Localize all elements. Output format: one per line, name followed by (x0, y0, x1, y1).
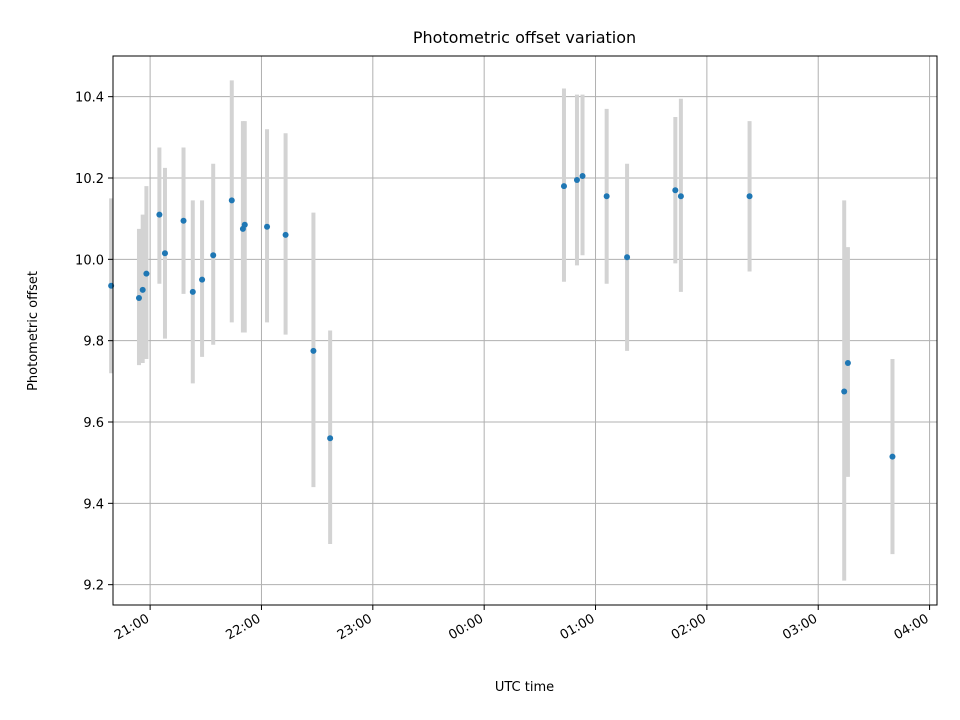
y-tick-label: 9.8 (83, 335, 104, 350)
data-point (228, 197, 235, 204)
data-point (746, 193, 753, 200)
data-point (603, 193, 610, 200)
data-point (844, 360, 851, 367)
y-tick-label: 10.0 (75, 253, 104, 268)
chart-title: Photometric offset variation (413, 28, 636, 47)
data-point (310, 347, 317, 354)
data-point (672, 187, 679, 194)
data-point (560, 183, 567, 190)
data-point (143, 270, 150, 277)
y-axis-ticks: 9.2 9.4 9.6 9.8 10.0 10.2 10.4 (75, 91, 113, 594)
data-point (841, 388, 848, 395)
y-tick-label: 9.2 (83, 579, 104, 594)
y-tick-label: 10.2 (75, 172, 104, 187)
data-point (210, 252, 217, 259)
data-point (199, 276, 206, 283)
data-point (156, 211, 163, 218)
y-tick-label: 9.4 (83, 497, 104, 512)
data-point (264, 223, 271, 230)
data-point (241, 221, 248, 228)
data-point (161, 250, 168, 257)
x-axis-label: UTC time (495, 680, 554, 695)
y-tick-label: 9.6 (83, 416, 104, 431)
grid-lines (113, 56, 937, 605)
data-point (189, 288, 196, 295)
axes-frame (112, 55, 938, 606)
data-point (624, 254, 631, 261)
data-point (180, 217, 187, 224)
y-tick-label: 10.4 (75, 91, 104, 106)
data-point (889, 453, 896, 460)
data-point (139, 286, 146, 293)
y-axis-label: Photometric offset (26, 271, 41, 391)
data-point (677, 193, 684, 200)
data-point (135, 294, 142, 301)
data-point (327, 435, 334, 442)
data-point (282, 231, 289, 238)
data-point (573, 177, 580, 184)
data-point (579, 172, 586, 179)
